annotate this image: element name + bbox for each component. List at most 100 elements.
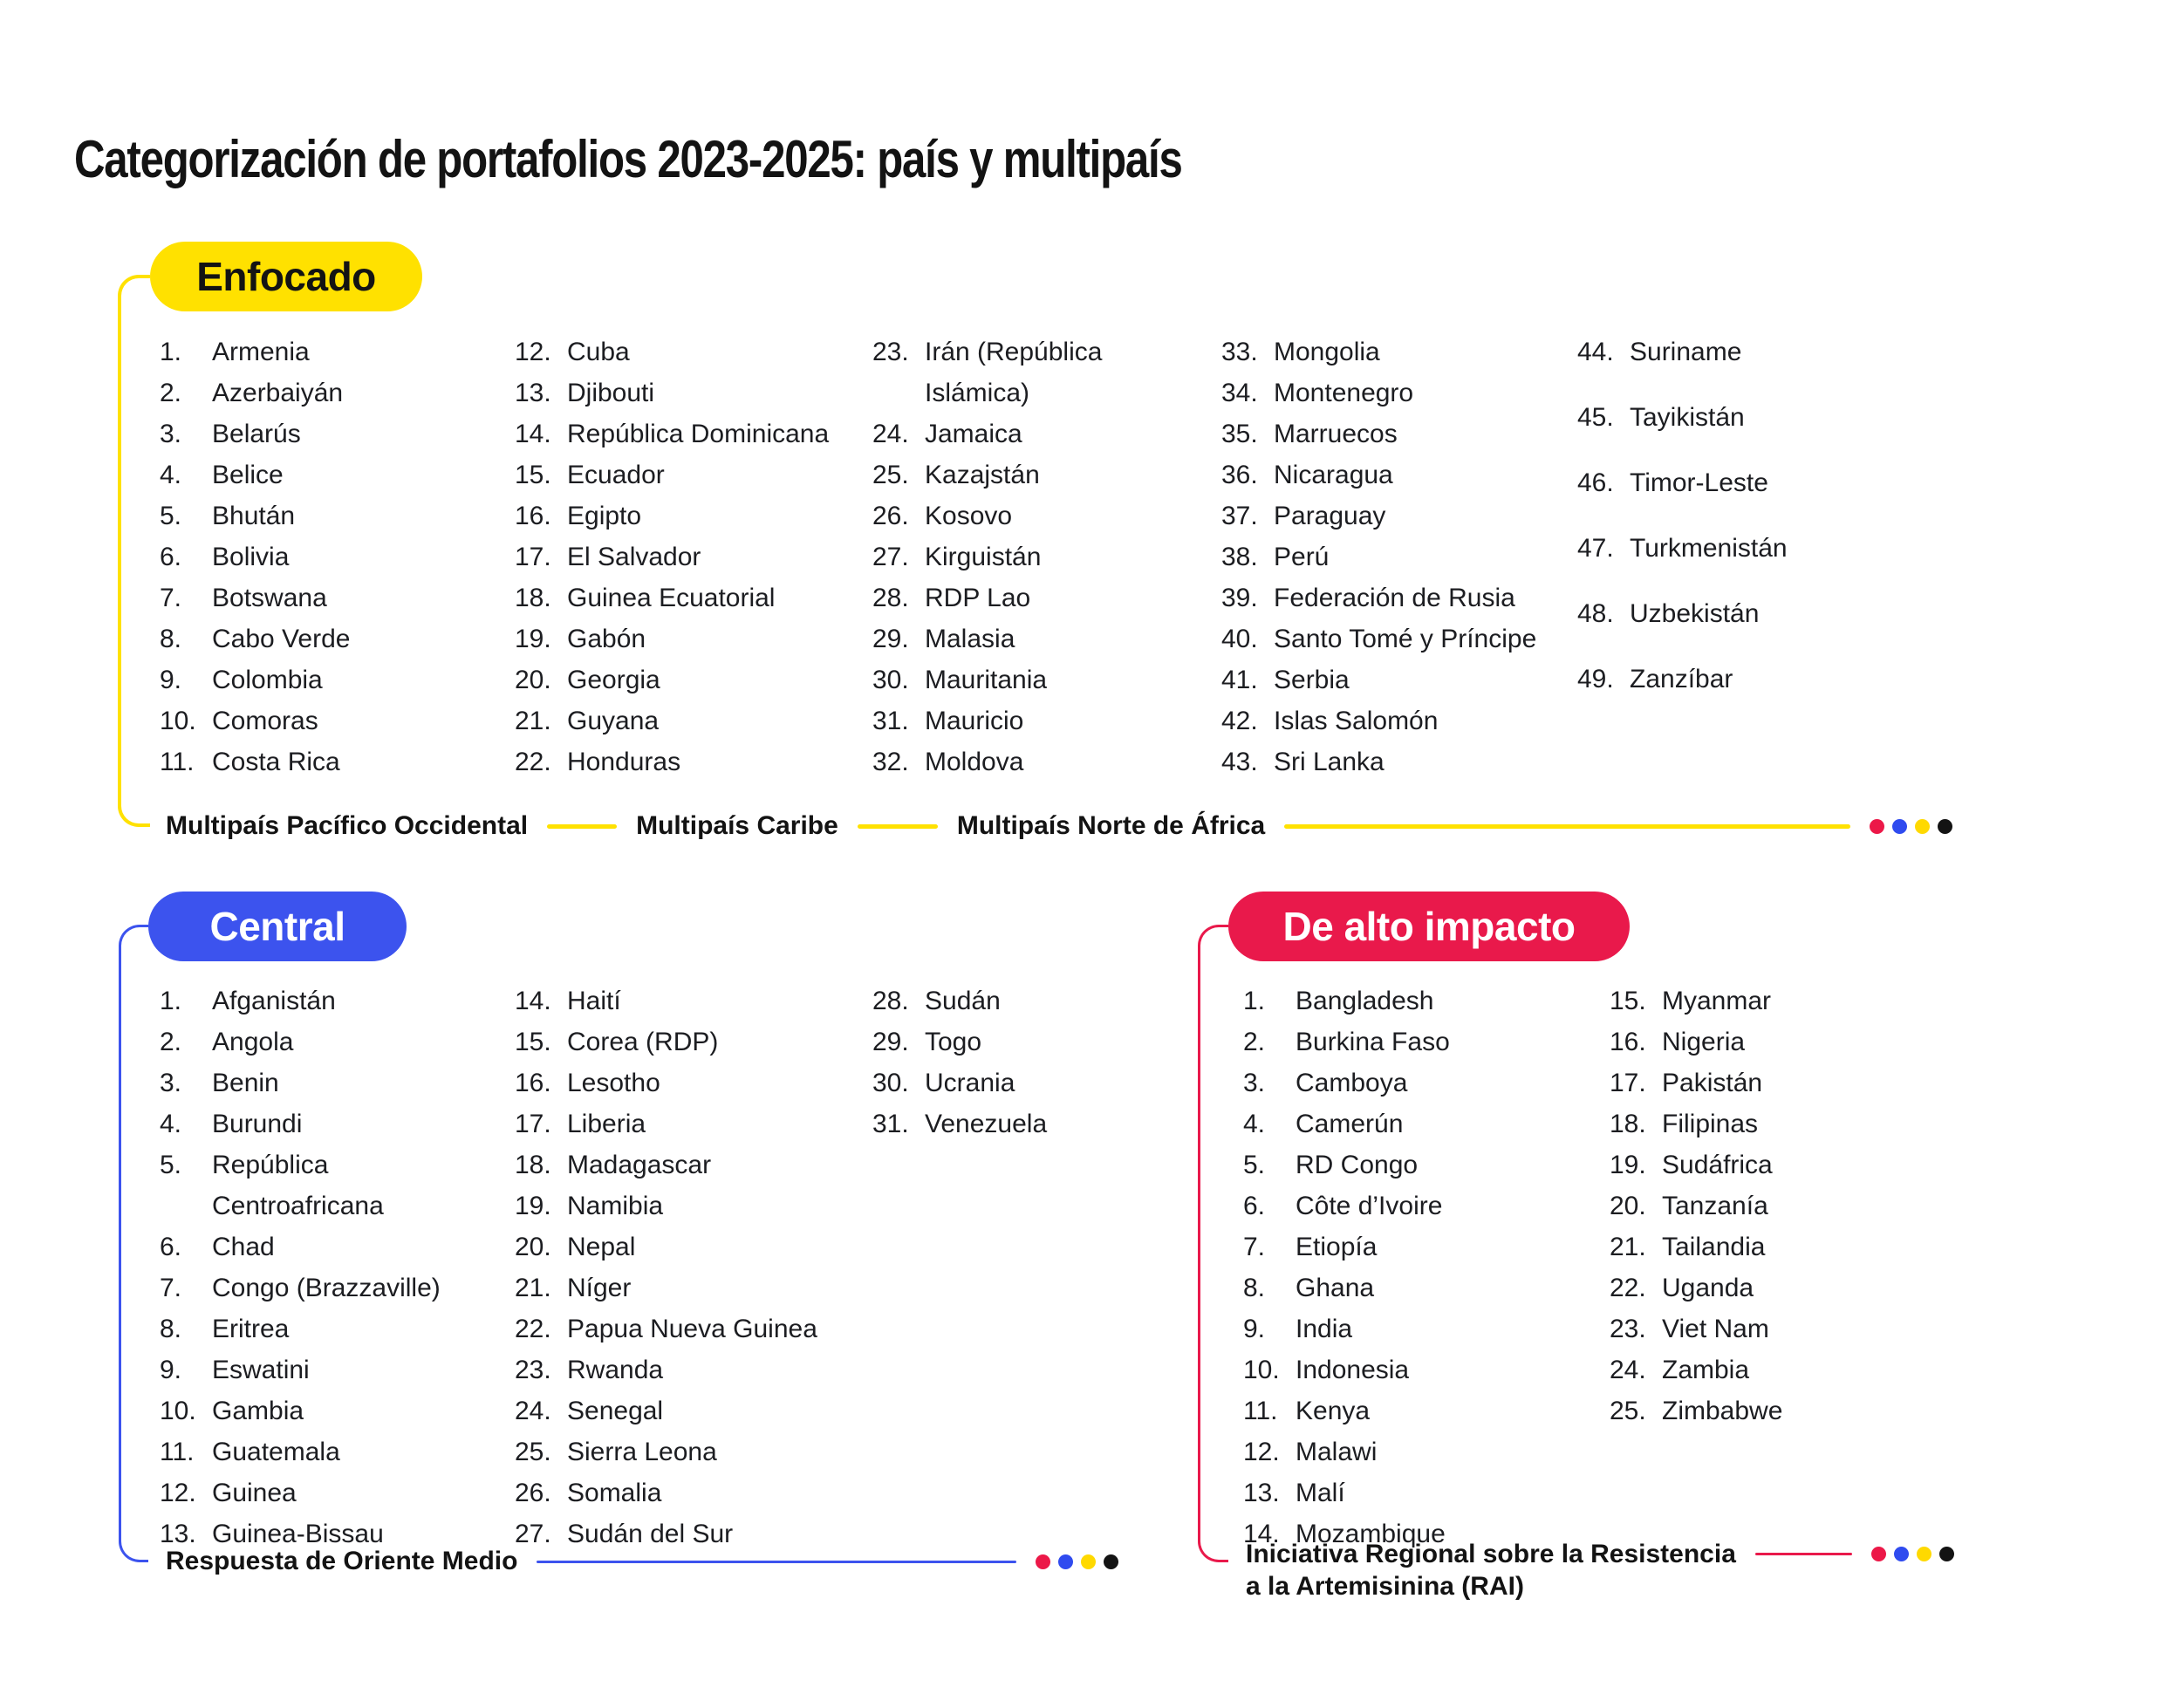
list-item: 8. Eritrea xyxy=(160,1308,509,1349)
central-pill: Central xyxy=(148,892,407,961)
item-country-name: Uzbekistán xyxy=(1630,599,1760,628)
item-country-name: Sudáfrica xyxy=(1662,1151,1773,1179)
item-number: 3. xyxy=(1243,1069,1266,1097)
item-number: 1. xyxy=(160,338,182,366)
list-item: 29. Malasia xyxy=(872,618,1221,659)
item-number: 23. xyxy=(1610,1315,1646,1343)
item-number: 30. xyxy=(872,666,909,694)
list-item: 2. Azerbaiyán xyxy=(160,372,509,413)
list-item: 3. Benin xyxy=(160,1062,509,1103)
list-item: 12. Malawi xyxy=(1243,1431,1592,1472)
item-number: 12. xyxy=(515,338,551,366)
item-number: 44. xyxy=(1577,338,1614,366)
list-item: 9. India xyxy=(1243,1308,1592,1349)
item-number: 27. xyxy=(872,543,909,571)
item-country-name: República Centroafricana xyxy=(212,1151,384,1220)
item-country-name: Gabón xyxy=(567,625,646,653)
item-number: 9. xyxy=(160,666,182,694)
list-item: 19. Namibia xyxy=(515,1185,864,1226)
item-number: 24. xyxy=(872,420,909,448)
item-number: 38. xyxy=(1221,543,1258,571)
item-number: 6. xyxy=(160,1233,182,1261)
item-country-name: Viet Nam xyxy=(1662,1315,1769,1343)
item-number: 31. xyxy=(872,1110,909,1138)
item-country-name: Etiopía xyxy=(1296,1233,1378,1261)
item-country-name: Jamaica xyxy=(925,420,1022,448)
item-country-name: Liberia xyxy=(567,1110,646,1138)
list-item: 7. Congo (Brazzaville) xyxy=(160,1267,509,1308)
item-number: 37. xyxy=(1221,502,1258,530)
list-item: 15. Myanmar xyxy=(1610,980,1976,1021)
enfocado-column-4: 33. Mongolia 34. Montenegro 35. Marruecos 36. N… xyxy=(1221,331,1575,782)
item-country-name: Nicaragua xyxy=(1274,461,1393,489)
item-country-name: India xyxy=(1296,1315,1353,1343)
item-country-name: Kenya xyxy=(1296,1397,1371,1425)
item-number: 17. xyxy=(515,1110,551,1138)
item-number: 24. xyxy=(1610,1356,1646,1384)
item-number: 15. xyxy=(1610,987,1646,1015)
list-item: 18. Madagascar xyxy=(515,1144,864,1185)
color-dot xyxy=(1871,1547,1886,1561)
central-pill-label: Central xyxy=(209,904,345,949)
item-number: 7. xyxy=(160,1274,182,1302)
item-number: 29. xyxy=(872,625,909,653)
item-country-name: Eswatini xyxy=(212,1356,310,1384)
list-item: 5. República Centroafricana xyxy=(160,1144,509,1226)
central-footer: Respuesta de Oriente Medio xyxy=(166,1541,1118,1582)
color-dot xyxy=(1939,1547,1954,1561)
item-country-name: Bolivia xyxy=(212,543,290,571)
item-country-name: Benin xyxy=(212,1069,279,1097)
list-item: 11. Costa Rica xyxy=(160,741,509,782)
alto-impacto-pill: De alto impacto xyxy=(1228,892,1630,961)
item-country-name: Papua Nueva Guinea xyxy=(567,1315,817,1343)
item-country-name: Myanmar xyxy=(1662,987,1772,1015)
item-number: 5. xyxy=(1243,1151,1266,1179)
item-country-name: Serbia xyxy=(1274,666,1350,694)
item-country-name: Guyana xyxy=(567,707,660,735)
list-item: 24. Senegal xyxy=(515,1390,864,1431)
item-number: 9. xyxy=(1243,1315,1266,1343)
color-dot xyxy=(1892,818,1907,834)
item-number: 12. xyxy=(160,1479,196,1507)
item-country-name: Santo Tomé y Príncipe xyxy=(1274,625,1537,653)
list-item: 41. Serbia xyxy=(1221,659,1575,700)
list-item: 13. Djibouti xyxy=(515,372,868,413)
item-country-name: Malí xyxy=(1296,1479,1345,1507)
item-country-name: Uganda xyxy=(1662,1274,1754,1302)
item-country-name: Lesotho xyxy=(567,1069,660,1097)
item-number: 40. xyxy=(1221,625,1258,653)
list-item: 20. Georgia xyxy=(515,659,868,700)
item-number: 12. xyxy=(1243,1438,1280,1466)
enfocado-bracket xyxy=(118,275,150,827)
item-number: 7. xyxy=(160,584,182,612)
list-item: 33. Mongolia xyxy=(1221,331,1575,372)
item-country-name: Zimbabwe xyxy=(1662,1397,1783,1425)
list-item: 26. Somalia xyxy=(515,1472,864,1513)
list-item: 43. Sri Lanka xyxy=(1221,741,1575,782)
connector-line xyxy=(857,823,938,829)
item-country-name: Eritrea xyxy=(212,1315,290,1343)
list-item: 1. Afganistán xyxy=(160,980,509,1021)
item-country-name: Islas Salomón xyxy=(1274,707,1439,735)
list-item: 12. Guinea xyxy=(160,1472,509,1513)
list-item: 18. Guinea Ecuatorial xyxy=(515,577,868,618)
item-country-name: Côte d’Ivoire xyxy=(1296,1192,1443,1220)
item-number: 11. xyxy=(1243,1397,1278,1425)
color-dots xyxy=(1871,1547,1954,1561)
list-item: 45. Tayikistán xyxy=(1577,397,1944,438)
item-country-name: Burkina Faso xyxy=(1296,1028,1450,1056)
item-country-name: RDP Lao xyxy=(925,584,1031,612)
item-country-name: Tanzanía xyxy=(1662,1192,1768,1220)
list-item: 14. Mozambique xyxy=(1243,1513,1592,1554)
color-dot xyxy=(1917,1547,1931,1561)
item-country-name: Comoras xyxy=(212,707,318,735)
item-country-name: Indonesia xyxy=(1296,1356,1410,1384)
list-item: 37. Paraguay xyxy=(1221,495,1575,536)
item-country-name: República Dominicana xyxy=(567,420,830,448)
item-country-name: Kosovo xyxy=(925,502,1013,530)
list-item: 47. Turkmenistán xyxy=(1577,528,1944,569)
list-item: 19. Gabón xyxy=(515,618,868,659)
item-country-name: Zambia xyxy=(1662,1356,1750,1384)
item-country-name: Níger xyxy=(567,1274,632,1302)
